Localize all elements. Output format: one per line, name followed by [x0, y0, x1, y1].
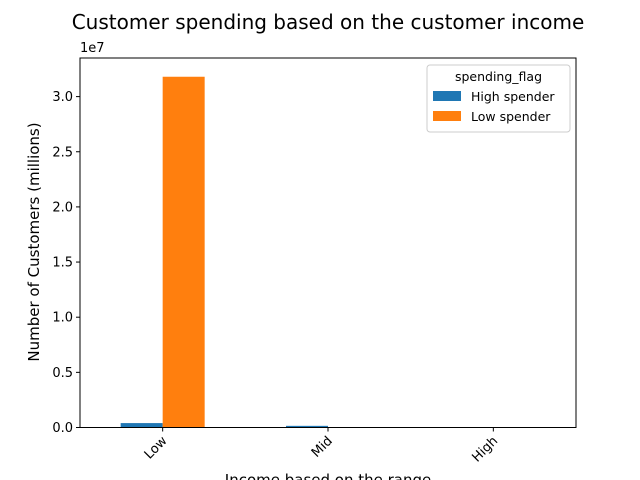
y-tick-label: 1.0	[52, 311, 73, 326]
bar-low-spender-low	[162, 76, 205, 428]
y-axis-offset-text: 1e7	[80, 41, 105, 56]
y-ticks-group: 0.0 0.5 1.0 1.5 2.0 2.5 3.0	[52, 90, 80, 436]
bars-group	[120, 76, 536, 428]
y-tick-label: 2.0	[52, 200, 73, 215]
y-tick-label: 1.5	[52, 256, 73, 271]
y-tick-label: 0.5	[52, 366, 73, 381]
x-tick-label-high: High	[469, 434, 501, 466]
bar-high-spender-mid	[286, 425, 328, 428]
legend-swatch-high-spender	[433, 91, 461, 101]
x-tick-label-mid: Mid	[309, 434, 336, 461]
plot-area-frame	[79, 57, 577, 428]
chart-title: Customer spending based on the customer …	[72, 10, 585, 34]
x-axis-label: Income based on the range	[225, 471, 431, 480]
legend-title: spending_flag	[455, 69, 542, 84]
legend-swatch-low-spender	[433, 111, 461, 121]
y-axis-label: Number of Customers (millions)	[25, 122, 43, 361]
legend-frame	[426, 64, 571, 133]
legend: spending_flag High spender Low spender	[426, 64, 571, 133]
x-ticks-group: Low Mid High	[142, 427, 501, 466]
legend-items: High spender Low spender	[433, 89, 555, 124]
y-tick-label: 3.0	[52, 90, 73, 105]
y-tick-label: 2.5	[52, 145, 73, 160]
y-tick-label: 0.0	[52, 421, 73, 436]
legend-label-low-spender: Low spender	[471, 109, 551, 124]
x-tick-label-low: Low	[142, 433, 171, 462]
bar-high-spender-low	[120, 423, 163, 428]
legend-label-high-spender: High spender	[471, 89, 555, 104]
